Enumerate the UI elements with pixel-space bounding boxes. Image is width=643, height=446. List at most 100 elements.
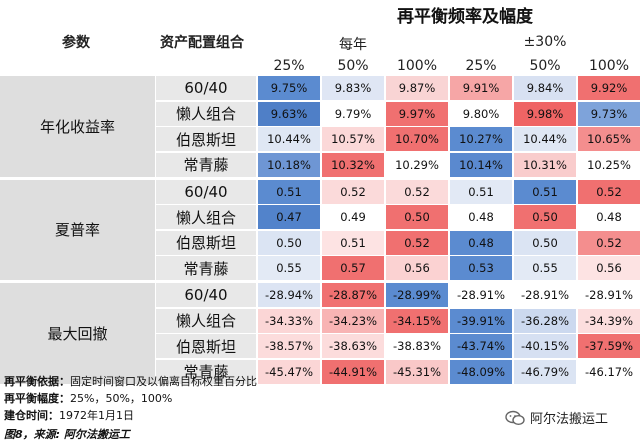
value-cell: -36.28% bbox=[514, 308, 576, 333]
value-cell: -28.91% bbox=[450, 283, 512, 307]
sub-header-annual: 每年 bbox=[339, 37, 367, 53]
value-cell: -28.87% bbox=[322, 283, 384, 307]
footer-line-3-label: 建仓时间： bbox=[4, 409, 59, 422]
footer-line-1-text: 固定时间窗口及以偏离目标权重百分比 bbox=[70, 375, 257, 388]
value-cell: 9.80% bbox=[450, 101, 512, 126]
value-cell: 10.57% bbox=[322, 127, 384, 151]
value-cell: 9.97% bbox=[386, 101, 448, 126]
footer-line-1-label: 再平衡依据： bbox=[4, 375, 70, 388]
value-cell: 10.18% bbox=[258, 152, 320, 177]
value-cell: -28.94% bbox=[258, 283, 320, 307]
footer-line-2-label: 再平衡幅度： bbox=[4, 392, 70, 405]
value-cell: 10.65% bbox=[578, 127, 640, 151]
percent-header-3: 25% bbox=[465, 58, 497, 74]
value-cell: 0.48 bbox=[450, 205, 512, 229]
value-cell: 10.27% bbox=[450, 127, 512, 151]
percent-header-0: 25% bbox=[273, 58, 305, 74]
value-cell: 0.51 bbox=[258, 179, 320, 204]
value-cell: -38.83% bbox=[386, 334, 448, 358]
value-cell: 0.48 bbox=[578, 205, 640, 229]
value-cell: 9.84% bbox=[514, 76, 576, 100]
value-cell: 9.75% bbox=[258, 76, 320, 100]
value-cell: 9.87% bbox=[386, 76, 448, 100]
value-cell: 9.83% bbox=[322, 76, 384, 100]
value-cell: -46.79% bbox=[514, 359, 576, 384]
group-label: 夏普率 bbox=[0, 179, 155, 280]
value-cell: -48.09% bbox=[450, 359, 512, 384]
value-cell: 10.44% bbox=[258, 127, 320, 151]
value-cell: 0.52 bbox=[386, 230, 448, 255]
sub-header-threshold: ±30% bbox=[523, 34, 567, 50]
value-cell: 0.55 bbox=[514, 256, 576, 280]
value-cell: 9.79% bbox=[322, 101, 384, 126]
value-cell: -28.91% bbox=[514, 283, 576, 307]
value-cell: 0.53 bbox=[450, 256, 512, 280]
portfolio-header: 资产配置组合 bbox=[160, 35, 244, 51]
value-cell: -46.17% bbox=[578, 359, 640, 384]
percent-header-2: 100% bbox=[396, 58, 438, 74]
portfolio-name: 常青藤 bbox=[156, 152, 256, 177]
value-cell: -34.33% bbox=[258, 308, 320, 333]
value-cell: 0.48 bbox=[450, 230, 512, 255]
portfolio-name: 伯恩斯坦 bbox=[156, 334, 256, 358]
value-cell: 9.63% bbox=[258, 101, 320, 126]
portfolio-name: 懒人组合 bbox=[156, 101, 256, 126]
portfolio-name: 伯恩斯坦 bbox=[156, 230, 256, 255]
value-cell: 0.50 bbox=[514, 230, 576, 255]
value-cell: 0.55 bbox=[258, 256, 320, 280]
value-cell: 10.29% bbox=[386, 152, 448, 177]
value-cell: -34.39% bbox=[578, 308, 640, 333]
value-cell: 9.98% bbox=[514, 101, 576, 126]
value-cell: 0.52 bbox=[386, 179, 448, 204]
footer-line-2-text: 25%，50%，100% bbox=[70, 392, 173, 405]
value-cell: -44.91% bbox=[322, 359, 384, 384]
percent-header-4: 50% bbox=[529, 58, 561, 74]
percent-header-row: 25% 50% 100% 25% 50% 100% bbox=[258, 58, 641, 76]
wechat-icon bbox=[505, 410, 525, 425]
value-cell: 0.56 bbox=[386, 256, 448, 280]
value-cell: 10.70% bbox=[386, 127, 448, 151]
watermark-text: 阿尔法搬运工 bbox=[530, 412, 609, 427]
portfolio-name: 懒人组合 bbox=[156, 205, 256, 229]
data-table: 年化收益率 60/40 9.75% 9.83% 9.87% 9.91% 9.84% 9.92%… bbox=[0, 76, 643, 384]
percent-header-1: 50% bbox=[337, 58, 369, 74]
value-cell: 0.49 bbox=[322, 205, 384, 229]
value-cell: -43.74% bbox=[450, 334, 512, 358]
portfolio-name: 60/40 bbox=[156, 76, 256, 100]
value-cell: -38.57% bbox=[258, 334, 320, 358]
value-cell: -28.99% bbox=[386, 283, 448, 307]
portfolio-name: 60/40 bbox=[156, 283, 256, 307]
value-cell: -38.63% bbox=[322, 334, 384, 358]
value-cell: 10.31% bbox=[514, 152, 576, 177]
value-cell: 0.51 bbox=[322, 230, 384, 255]
value-cell: 0.51 bbox=[514, 179, 576, 204]
value-cell: 9.73% bbox=[578, 101, 640, 126]
value-cell: 0.50 bbox=[514, 205, 576, 229]
value-cell: -39.91% bbox=[450, 308, 512, 333]
footer-line-1: 再平衡依据：固定时间窗口及以偏离目标权重百分比 bbox=[4, 373, 257, 389]
value-cell: 9.91% bbox=[450, 76, 512, 100]
param-header: 参数 bbox=[62, 35, 90, 51]
portfolio-name: 常青藤 bbox=[156, 256, 256, 280]
value-cell: -45.47% bbox=[258, 359, 320, 384]
value-cell: 0.52 bbox=[578, 230, 640, 255]
page-title: 再平衡频率及幅度 bbox=[397, 7, 533, 27]
value-cell: 0.52 bbox=[578, 179, 640, 204]
value-cell: -37.59% bbox=[578, 334, 640, 358]
percent-header-5: 100% bbox=[588, 58, 630, 74]
source-caption: 图8，来源: 阿尔法搬运工 bbox=[4, 428, 130, 441]
portfolio-name: 伯恩斯坦 bbox=[156, 127, 256, 151]
value-cell: 0.50 bbox=[386, 205, 448, 229]
value-cell: 0.52 bbox=[322, 179, 384, 204]
group-label: 最大回撤 bbox=[0, 283, 155, 384]
portfolio-name: 懒人组合 bbox=[156, 308, 256, 333]
value-cell: 10.44% bbox=[514, 127, 576, 151]
value-cell: 9.92% bbox=[578, 76, 640, 100]
value-cell: 10.32% bbox=[322, 152, 384, 177]
value-cell: 0.57 bbox=[322, 256, 384, 280]
value-cell: -45.31% bbox=[386, 359, 448, 384]
footer-line-3-text: 1972年1月1日 bbox=[59, 409, 134, 422]
portfolio-name: 常青藤 bbox=[156, 359, 256, 384]
value-cell: 0.50 bbox=[258, 230, 320, 255]
footer-line-3: 建仓时间：1972年1月1日 bbox=[4, 407, 134, 423]
